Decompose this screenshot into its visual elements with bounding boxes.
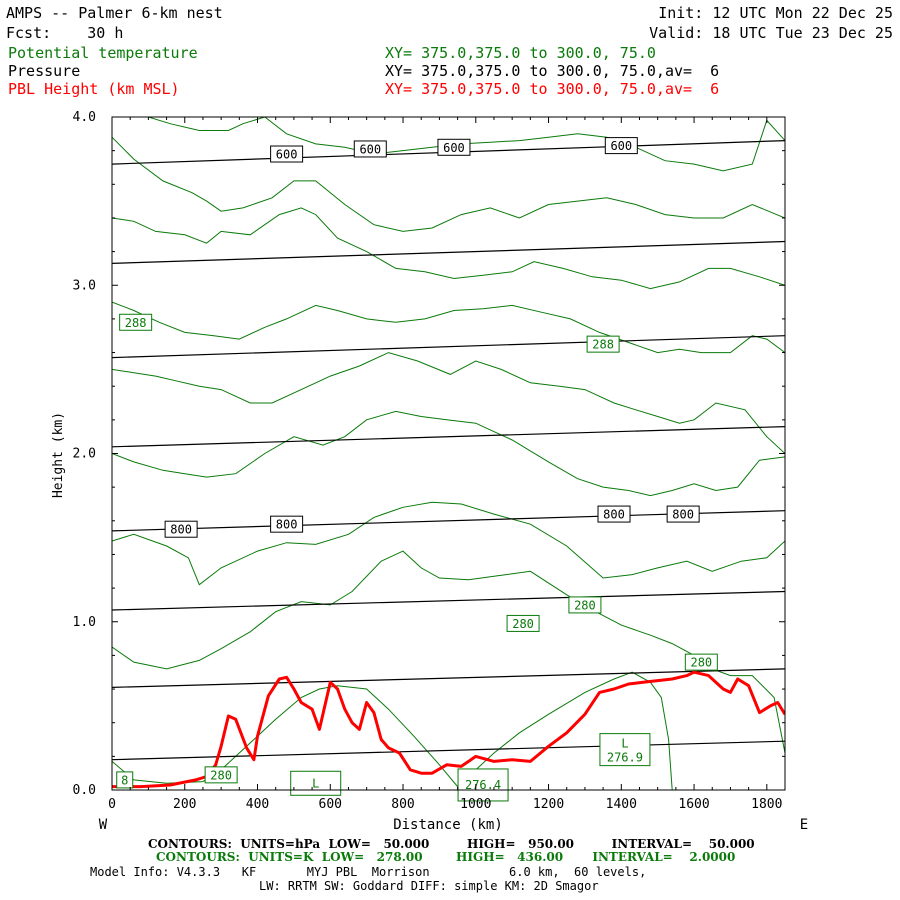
theta-label-6: 8: [121, 773, 128, 787]
theta-label-5-box: [204, 766, 238, 784]
theta-contour-290: [112, 207, 785, 290]
pressure-label-2: 600: [443, 141, 465, 155]
plot-frame: [111, 116, 786, 791]
pressure-label-1: 600: [359, 142, 381, 156]
pressure-label-7-box: [666, 505, 700, 523]
x-tick-label-200: 200: [173, 797, 196, 812]
theta-contour-286: [112, 352, 785, 454]
low-marker-letter-0: L: [621, 737, 628, 751]
field-name-pressure: Pressure: [8, 62, 81, 80]
theta-contour-288: [112, 301, 785, 354]
x-axis-label: Distance (km): [393, 817, 503, 833]
theta-contour-278: [112, 671, 673, 790]
theta-label-5: 280: [210, 768, 232, 782]
axes-layer: 0 200 400 600 800 1000 1200 1400 1600 1800 0.0 1.0 2…: [73, 110, 785, 812]
pressure-label-4-box: [164, 520, 198, 538]
pressure-contour-950: [112, 740, 785, 761]
pressure-label-0-box: [270, 145, 304, 163]
y-axis-label: Height (km): [51, 412, 66, 498]
pressure-contours-layer: [112, 140, 785, 761]
theta-label-3: 280: [512, 617, 534, 631]
low-marker-box-0: [599, 733, 651, 767]
low-marker-letter-1: L: [312, 776, 319, 790]
theta-label-0-box: [119, 313, 153, 331]
pressure-contour-700: [112, 335, 785, 359]
field-xy-pbl: XY= 375.0,375.0 to 300.0, 75.0,av= 6: [385, 80, 720, 98]
theta-contour-280: [112, 550, 785, 754]
contour-labels-layer: 600 600 600 600 800 800 800 800 288 288 280 280 280 2…: [116, 137, 718, 802]
app-title: AMPS -- Palmer 6-km nest: [6, 4, 223, 22]
field-xy-pressure: XY= 375.0,375.0 to 300.0, 75.0,av= 6: [385, 62, 720, 80]
pbl-layer: [112, 670, 785, 789]
y-tick-label-1: 1.0: [73, 615, 96, 630]
pressure-label-3: 600: [610, 139, 632, 153]
x-tick-label-1200: 1200: [533, 797, 564, 812]
pressure-contour-info: CONTOURS: UNITS=hPa LOW= 50.000 HIGH= 95…: [148, 837, 755, 851]
x-tick-label-400: 400: [246, 797, 269, 812]
pressure-label-6-box: [597, 505, 631, 523]
pressure-label-6: 800: [603, 508, 625, 522]
y-tick-label-4: 4.0: [73, 110, 96, 125]
x-tick-label-1000: 1000: [460, 797, 491, 812]
y-tick-label-3: 3.0: [73, 278, 96, 293]
pbl-height-line: [112, 670, 785, 789]
x-tick-label-0: 0: [108, 797, 116, 812]
physics-info: LW: RRTM SW: Goddard DIFF: simple KM: 2D…: [259, 879, 599, 893]
pressure-contour-750: [112, 426, 785, 448]
x-tick-label-800: 800: [391, 797, 414, 812]
pressure-label-0: 600: [276, 148, 298, 162]
low-marker-box-1: [290, 770, 342, 796]
pressure-label-1-box: [353, 140, 387, 158]
field-xy-theta: XY= 375.0,375.0 to 300.0, 75.0: [385, 44, 656, 62]
pressure-label-7: 800: [672, 508, 694, 522]
field-name-theta: Potential temperature: [8, 44, 198, 62]
low-marker-value-2: 276.4: [465, 778, 501, 792]
pressure-contour-900: [112, 668, 785, 688]
theta-label-2-box: [568, 596, 602, 614]
init-time: Init: 12 UTC Mon 22 Dec 25: [658, 4, 893, 22]
theta-label-3-box: [506, 614, 540, 632]
pressure-label-4: 800: [170, 523, 192, 537]
low-marker-box-2: [457, 768, 509, 802]
x-tick-label-1600: 1600: [678, 797, 709, 812]
pressure-label-5: 800: [276, 518, 298, 532]
theta-contours-layer: [112, 117, 785, 790]
theta-contour-282: [112, 501, 785, 586]
model-info: Model Info: V4.3.3 KF MYJ PBL Morrison 6…: [90, 865, 647, 879]
theta-label-4-box: [684, 653, 718, 671]
pressure-contour-650: [112, 240, 785, 264]
pressure-contour-850: [112, 590, 785, 611]
x-tick-label-1400: 1400: [606, 797, 637, 812]
pressure-label-2-box: [437, 138, 471, 156]
theta-contour-292: [112, 136, 785, 232]
theta-contour-info: CONTOURS: UNITS=K LOW= 278.00 HIGH= 436.…: [156, 850, 736, 864]
east-label: E: [800, 817, 808, 833]
y-tick-label-0: 0.0: [73, 783, 96, 798]
theta-label-6-box: [116, 771, 134, 789]
theta-label-0: 288: [125, 316, 147, 330]
pressure-label-3-box: [604, 137, 638, 155]
theta-label-1-box: [586, 335, 620, 353]
x-tick-label-1800: 1800: [751, 797, 782, 812]
field-name-pbl: PBL Height (km MSL): [8, 80, 180, 98]
y-tick-label-2: 2.0: [73, 447, 96, 462]
theta-label-4: 280: [690, 656, 712, 670]
forecast-hour: Fcst: 30 h: [6, 24, 124, 42]
low-marker-value-0: 276.9: [607, 751, 643, 765]
theta-label-1: 288: [592, 338, 614, 352]
valid-time: Valid: 18 UTC Tue 23 Dec 25: [649, 24, 893, 42]
west-label: W: [99, 817, 108, 833]
pressure-label-5-box: [270, 515, 304, 533]
theta-contour-284: [112, 410, 785, 497]
x-tick-label-600: 600: [319, 797, 342, 812]
theta-label-2: 280: [574, 598, 596, 612]
